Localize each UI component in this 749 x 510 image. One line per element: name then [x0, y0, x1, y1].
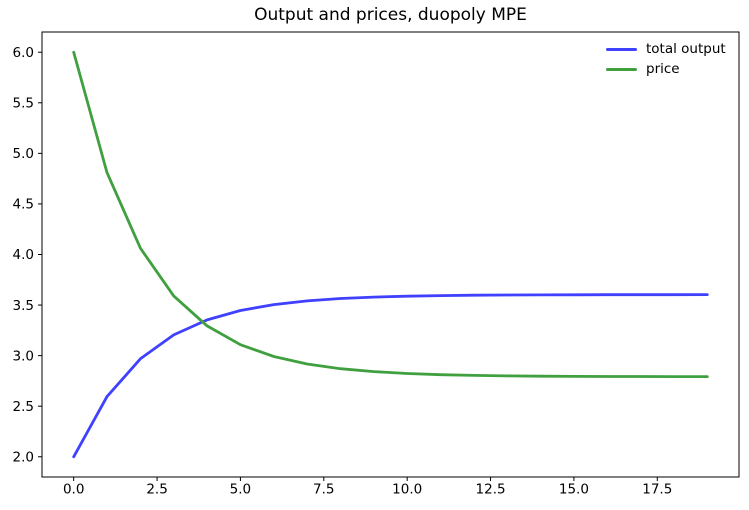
x-tick-label: 17.5: [642, 482, 672, 498]
series-line-price: [72, 50, 709, 379]
y-tick-label: 2.0: [13, 449, 34, 465]
y-tick-label: 5.5: [13, 96, 34, 112]
x-tick-label: 10.0: [392, 482, 422, 498]
chart-title: Output and prices, duopoly MPE: [254, 5, 527, 25]
legend-line-swatch-total-output: [606, 47, 637, 51]
x-axis-ticks: 0.0 2.5 5.0 7.5 10.0 12.5 15.0 17.5: [63, 477, 672, 498]
y-tick-label: 4.5: [13, 197, 34, 213]
legend-item-price: price: [606, 59, 726, 79]
series-lines: [72, 50, 709, 459]
legend-label-total-output: total output: [646, 41, 726, 57]
y-tick-label: 3.0: [13, 348, 34, 364]
y-axis-ticks: 2.0 2.5 3.0 3.5 4.0 4.5 5.0 5.5 6.0: [13, 45, 42, 465]
legend-item-total-output: total output: [606, 39, 726, 59]
series-line-total-output: [72, 293, 709, 459]
x-tick-label: 2.5: [146, 482, 167, 498]
x-tick-label: 0.0: [63, 482, 84, 498]
x-tick-label: 12.5: [476, 482, 506, 498]
y-tick-label: 4.0: [13, 247, 34, 263]
y-tick-label: 6.0: [13, 45, 34, 61]
x-tick-label: 5.0: [230, 482, 251, 498]
y-tick-label: 3.5: [13, 298, 34, 314]
axes-frame: [41, 31, 740, 478]
y-tick-label: 2.5: [13, 399, 34, 415]
x-tick-label: 15.0: [559, 482, 589, 498]
y-tick-label: 5.0: [13, 146, 34, 162]
legend-label-price: price: [646, 61, 680, 77]
x-tick-label: 7.5: [313, 482, 334, 498]
legend: total output price: [606, 39, 726, 79]
legend-line-swatch-price: [606, 67, 637, 71]
